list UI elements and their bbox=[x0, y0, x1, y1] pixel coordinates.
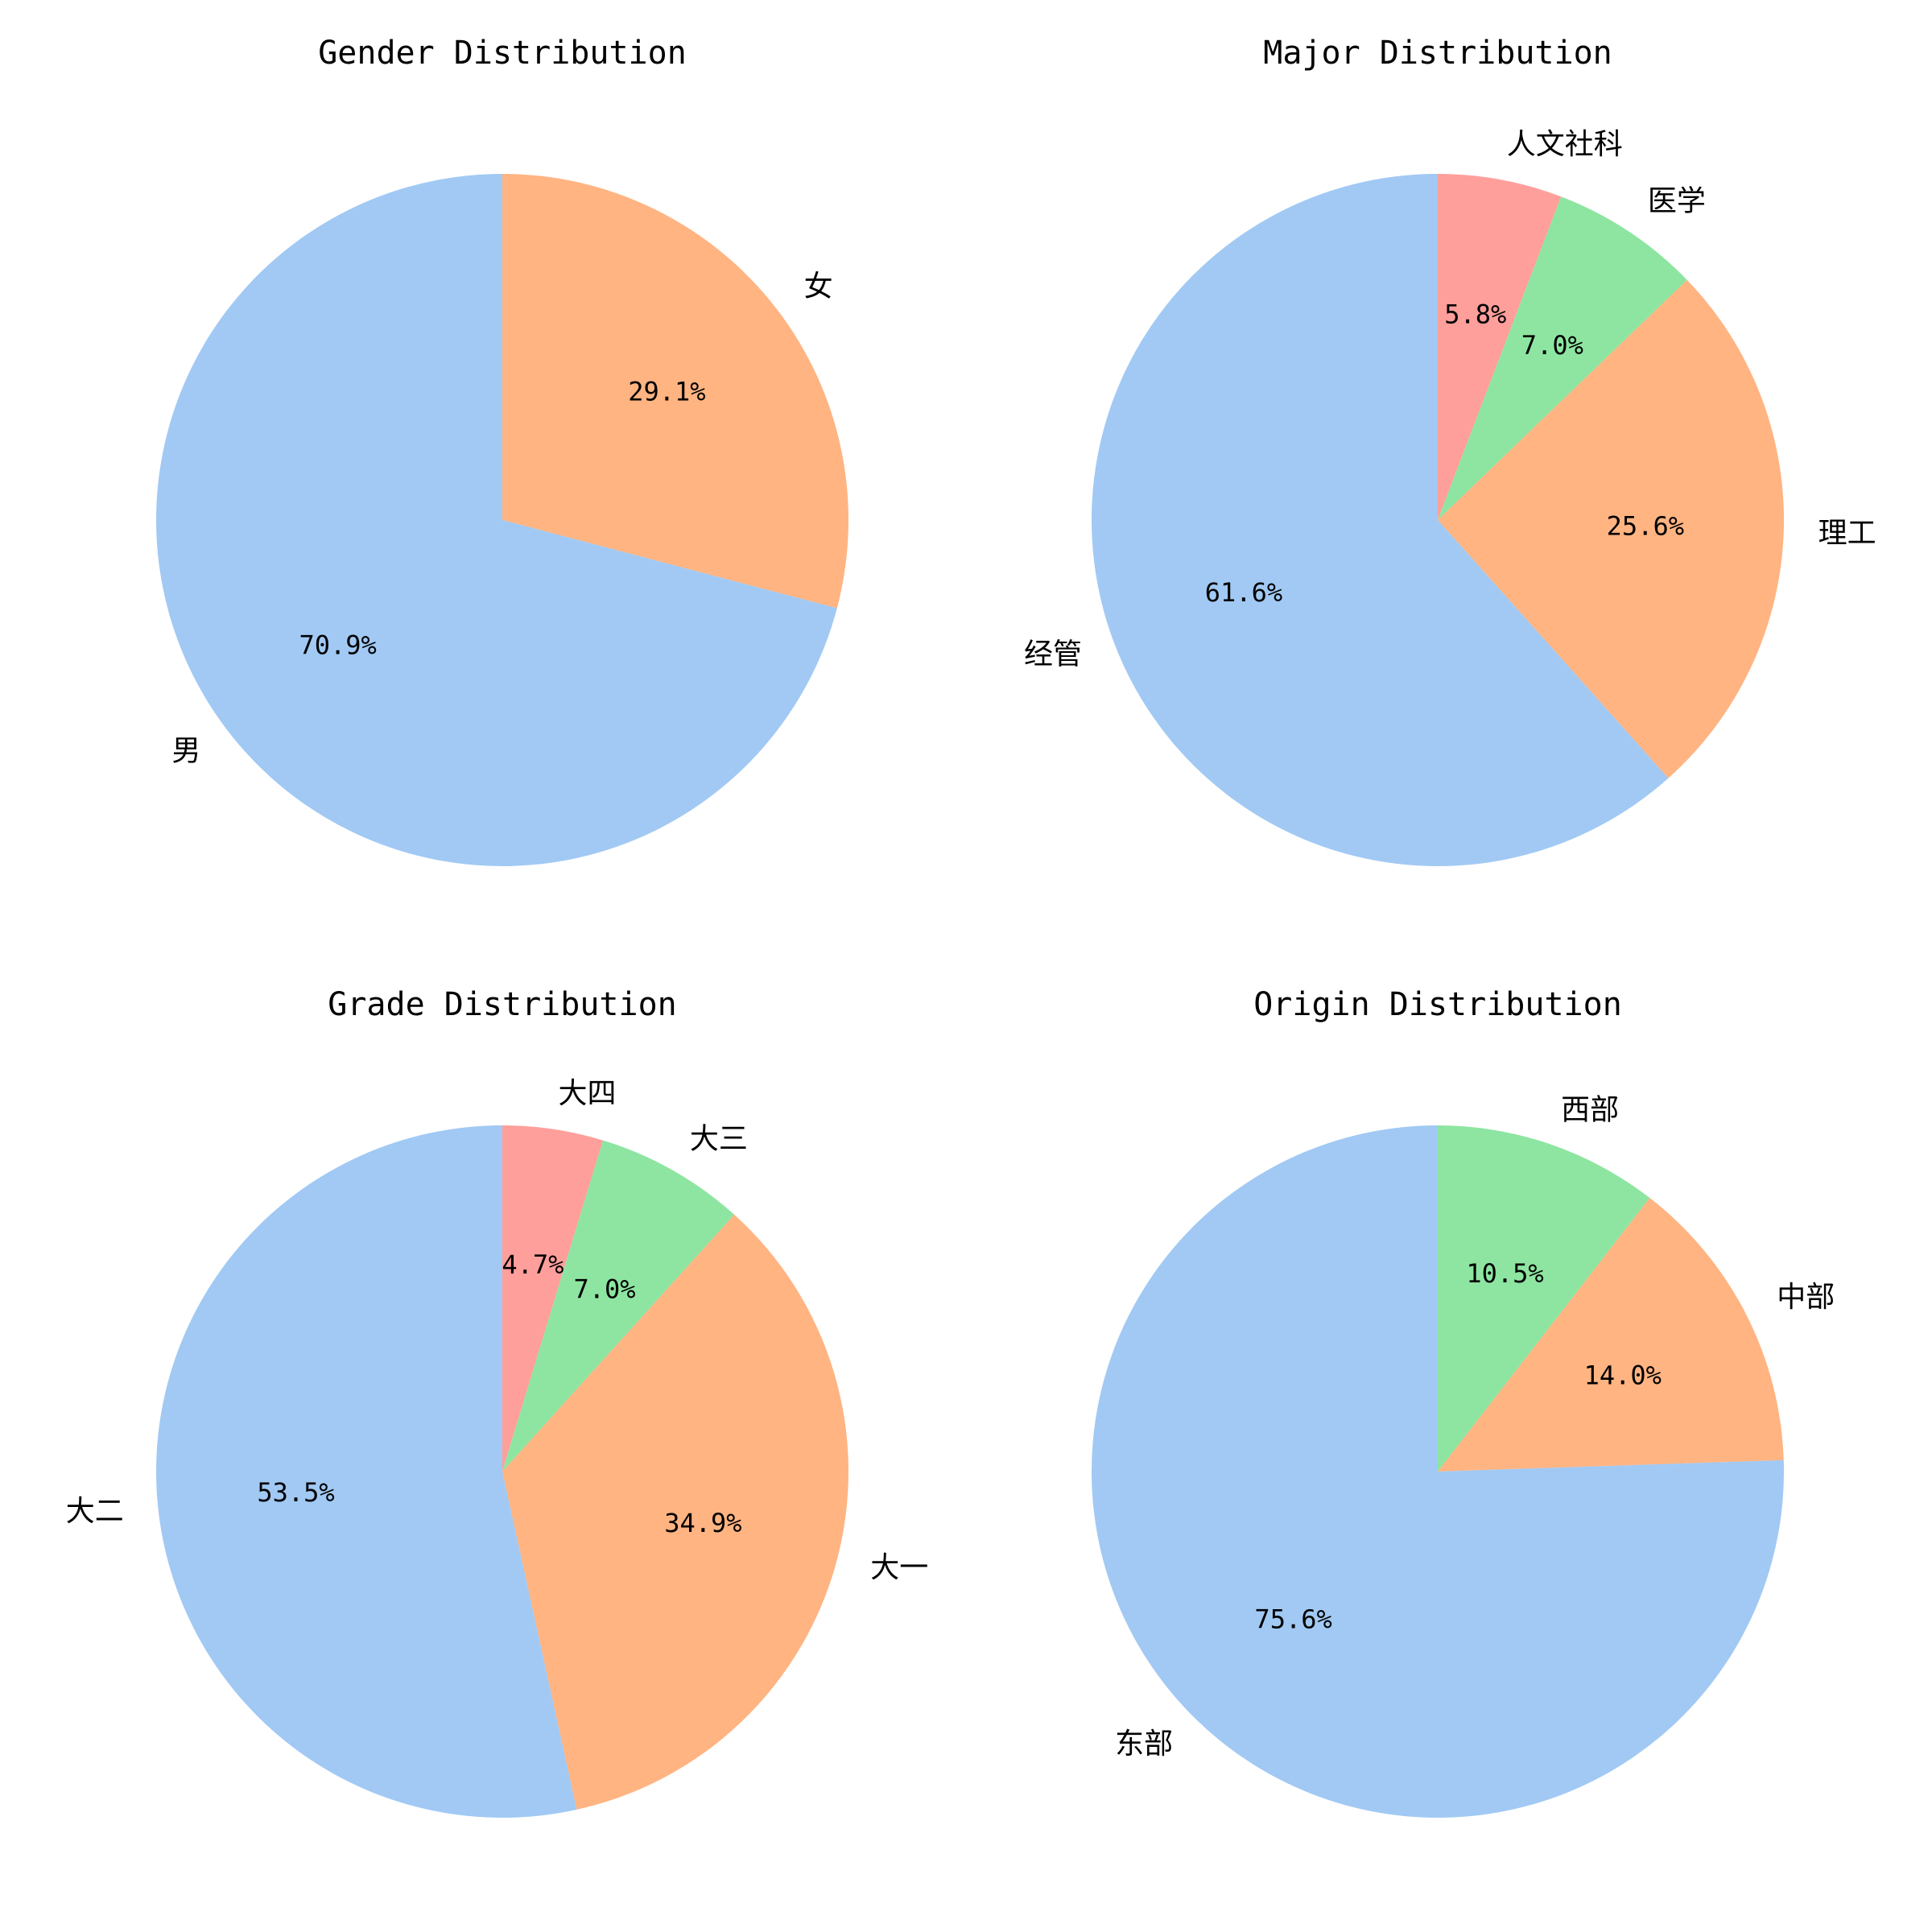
pie-slice bbox=[1438, 196, 1687, 520]
slice-percent-label: 34.9% bbox=[664, 1508, 741, 1538]
pie-slice bbox=[1438, 1198, 1784, 1472]
slice-percent-label: 70.9% bbox=[299, 630, 376, 660]
slice-percent-label: 4.7% bbox=[502, 1249, 564, 1280]
pie-slice bbox=[502, 174, 848, 609]
slice-percent-label: 10.5% bbox=[1466, 1258, 1543, 1289]
pie-slice bbox=[502, 1140, 735, 1472]
slice-percent-label: 61.6% bbox=[1205, 577, 1282, 608]
chart-title: Gender Distribution bbox=[318, 35, 687, 72]
slice-category-label: 大四 bbox=[559, 1077, 617, 1110]
pie-slice bbox=[1092, 1125, 1784, 1818]
slice-category-label: 东部 bbox=[1115, 1728, 1173, 1761]
slice-percent-label: 29.1% bbox=[628, 377, 705, 407]
slice-percent-label: 7.0% bbox=[573, 1274, 635, 1304]
slice-category-label: 男 bbox=[171, 735, 200, 768]
pie-slice bbox=[1438, 279, 1784, 778]
slice-category-label: 经管 bbox=[1024, 638, 1082, 671]
slice-category-label: 理工 bbox=[1818, 517, 1876, 550]
slice-category-label: 医学 bbox=[1648, 184, 1706, 217]
pie-chart-3: Grade Distribution 4.7% 大四 7.0% 大三 34.9% 大一 53.… bbox=[66, 986, 928, 1818]
slice-category-label: 西部 bbox=[1561, 1093, 1619, 1126]
pie-chart-1: Gender Distribution 29.1% 女 70.9% 男 bbox=[156, 35, 848, 866]
slice-category-label: 大二 bbox=[66, 1495, 124, 1528]
pie-chart-4: Origin Distribution 10.5% 西部 14.0% 中部 75.6% 东部 bbox=[1092, 986, 1835, 1818]
pie-slice bbox=[1091, 174, 1669, 866]
chart-title: Grade Distribution bbox=[328, 986, 676, 1023]
pie-chart-2: Major Distribution 5.8% 人文社科 7.0% 医学 25.6% 理工 6… bbox=[1024, 35, 1876, 866]
slice-percent-label: 75.6% bbox=[1254, 1604, 1331, 1634]
slice-category-label: 人文社科 bbox=[1507, 128, 1623, 161]
chart-title: Origin Distribution bbox=[1253, 986, 1622, 1023]
pie-slice bbox=[156, 174, 837, 866]
slice-percent-label: 5.8% bbox=[1444, 299, 1506, 329]
slice-category-label: 女 bbox=[804, 270, 833, 303]
pie-slice bbox=[1438, 174, 1562, 520]
pie-slice bbox=[155, 1125, 577, 1818]
slice-category-label: 中部 bbox=[1777, 1281, 1835, 1314]
slice-percent-label: 14.0% bbox=[1584, 1360, 1662, 1391]
pie-slice bbox=[502, 1125, 604, 1472]
slice-percent-label: 7.0% bbox=[1521, 330, 1583, 361]
slice-category-label: 大一 bbox=[870, 1551, 928, 1584]
slice-category-label: 大三 bbox=[690, 1122, 748, 1155]
chart-title: Major Distribution bbox=[1263, 35, 1612, 72]
slice-percent-label: 53.5% bbox=[257, 1477, 334, 1508]
pie-slice bbox=[1438, 1125, 1650, 1472]
slice-percent-label: 25.6% bbox=[1607, 511, 1684, 542]
pie-slice bbox=[502, 1214, 848, 1810]
